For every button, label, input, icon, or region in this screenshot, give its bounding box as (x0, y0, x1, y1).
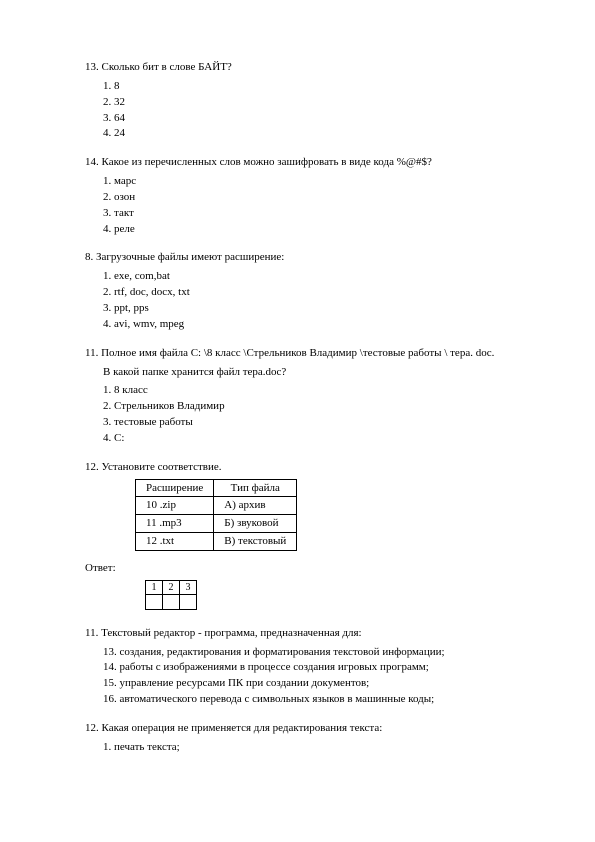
question-12a: 12. Установите соответствие. Расширение … (85, 460, 525, 610)
option: 1. 8 (103, 79, 525, 94)
table-cell: В) текстовый (214, 533, 297, 551)
question-14: 14. Какое из перечисленных слов можно за… (85, 155, 525, 236)
question-12b-title: 12. Какая операция не применяется для ре… (85, 721, 525, 736)
table-cell: 10 .zip (136, 497, 214, 515)
table-cell: 11 .mp3 (136, 515, 214, 533)
answer-cell-empty (146, 595, 163, 610)
question-12a-title: 12. Установите соответствие. (85, 460, 525, 475)
question-11a-sub: В какой папке хранится файл тера.doc? (85, 365, 525, 380)
question-8: 8. Загрузочные файлы имеют расширение: 1… (85, 250, 525, 331)
option: 13. создания, редактирования и форматиро… (103, 645, 525, 660)
option: 1. exe, com,bat (103, 269, 525, 284)
option: 3. тестовые работы (103, 415, 525, 430)
option: 2. Стрельников Владимир (103, 399, 525, 414)
question-14-title: 14. Какое из перечисленных слов можно за… (85, 155, 525, 170)
table-header: Расширение (136, 479, 214, 497)
question-11a-title: 11. Полное имя файла С: \8 класс \Стрель… (85, 346, 525, 361)
option: 3. 64 (103, 111, 525, 126)
answer-cell-empty (163, 595, 180, 610)
table-cell: 12 .txt (136, 533, 214, 551)
option: 2. rtf, doc, docx, txt (103, 285, 525, 300)
answer-cell: 1 (146, 580, 163, 595)
option: 15. управление ресурсами ПК при создании… (103, 676, 525, 691)
option: 3. ppt, pps (103, 301, 525, 316)
option: 1. марс (103, 174, 525, 189)
option: 3. такт (103, 206, 525, 221)
question-13-options: 1. 8 2. 32 3. 64 4. 24 (85, 79, 525, 141)
question-11b: 11. Текстовый редактор - программа, пред… (85, 626, 525, 707)
option: 1. 8 класс (103, 383, 525, 398)
option: 14. работы с изображениями в процессе со… (103, 660, 525, 675)
question-11a: 11. Полное имя файла С: \8 класс \Стрель… (85, 346, 525, 446)
option: 1. печать текста; (103, 740, 525, 755)
table-cell: А) архив (214, 497, 297, 515)
option: 2. 32 (103, 95, 525, 110)
question-11b-title: 11. Текстовый редактор - программа, пред… (85, 626, 525, 641)
answer-label: Ответ: (85, 561, 525, 576)
option: 16. автоматического перевода с символьны… (103, 692, 525, 707)
table-cell: Б) звуковой (214, 515, 297, 533)
option: 4. С: (103, 431, 525, 446)
question-14-options: 1. марс 2. озон 3. такт 4. реле (85, 174, 525, 236)
matching-table: Расширение Тип файла 10 .zip А) архив 11… (135, 479, 297, 551)
question-11a-options: 1. 8 класс 2. Стрельников Владимир 3. те… (85, 383, 525, 445)
answer-cell: 3 (180, 580, 197, 595)
table-header: Тип файла (214, 479, 297, 497)
question-11b-options: 13. создания, редактирования и форматиро… (85, 645, 525, 707)
answer-cell: 2 (163, 580, 180, 595)
question-8-options: 1. exe, com,bat 2. rtf, doc, docx, txt 3… (85, 269, 525, 331)
option: 4. реле (103, 222, 525, 237)
question-13-title: 13. Сколько бит в слове БАЙТ? (85, 60, 525, 75)
option: 4. 24 (103, 126, 525, 141)
option: 2. озон (103, 190, 525, 205)
answer-grid: 1 2 3 (145, 580, 197, 610)
question-12b: 12. Какая операция не применяется для ре… (85, 721, 525, 755)
option: 4. avi, wmv, mpeg (103, 317, 525, 332)
answer-cell-empty (180, 595, 197, 610)
question-13: 13. Сколько бит в слове БАЙТ? 1. 8 2. 32… (85, 60, 525, 141)
question-12b-options: 1. печать текста; (85, 740, 525, 755)
question-8-title: 8. Загрузочные файлы имеют расширение: (85, 250, 525, 265)
